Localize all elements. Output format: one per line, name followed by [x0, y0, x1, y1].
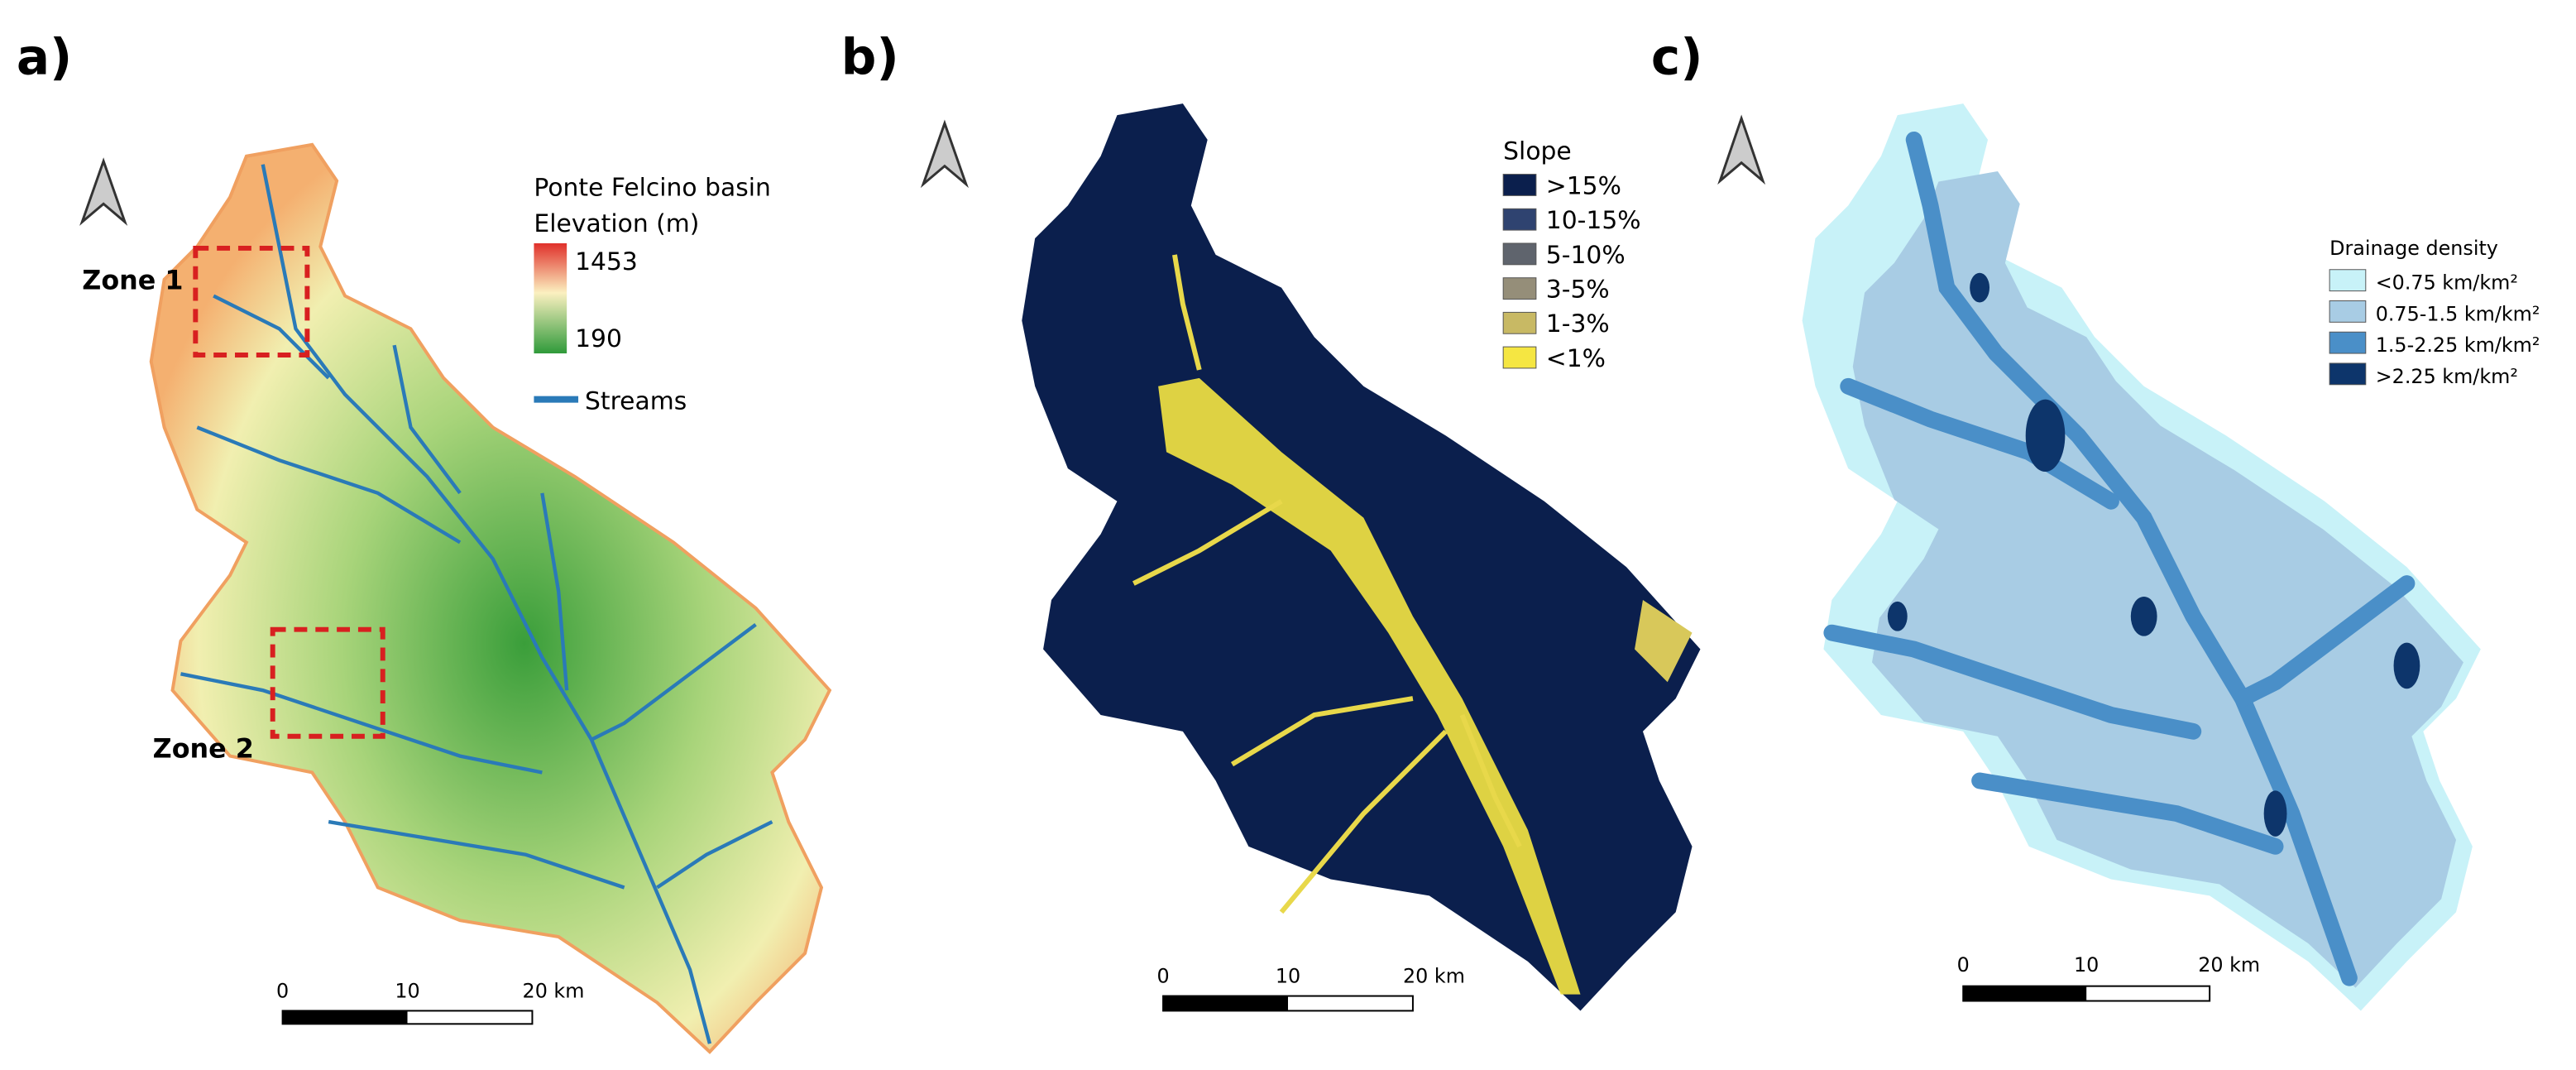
legend-label: >2.25 km/km² [2376, 365, 2518, 388]
valley [1158, 377, 1581, 995]
zone-box [193, 245, 310, 358]
panel-b: b) Slope >15% 10-15% 5-10% 3-5% 1-3% <1% 0 10… [841, 29, 1701, 1012]
scale-bar: 0 10 20 km [1957, 953, 2260, 1002]
scale-label: 0 [1156, 965, 1169, 988]
legend-label: <1% [1546, 344, 1606, 373]
legend-swatch [2329, 362, 2367, 386]
valley-branches [1132, 254, 1522, 914]
legend-max: 1453 [575, 247, 638, 276]
legend-label: 1.5-2.25 km/km² [2376, 333, 2540, 357]
panel-label: c) [1651, 29, 1703, 86]
scale-label: 10 [395, 980, 419, 1003]
scale-label: 20 km [1403, 965, 1465, 988]
legend-label: 3-5% [1546, 276, 1610, 305]
legend-swatch [1502, 208, 1537, 231]
legend: >15% 10-15% 5-10% 3-5% 1-3% <1% [1502, 171, 1641, 373]
elevation-map [149, 142, 831, 1054]
legend: <0.75 km/km² 0.75-1.5 km/km² 1.5-2.25 km/k… [2329, 269, 2540, 388]
legend-swatch [2329, 331, 2367, 354]
legend-subtitle: Elevation (m) [534, 209, 699, 238]
panel-label: a) [17, 29, 72, 86]
scale-label: 0 [276, 980, 289, 1003]
scale-label: 10 [1276, 965, 1300, 988]
scale-label: 20 km [523, 980, 585, 1003]
legend-swatch [1502, 311, 1537, 334]
zone-box [270, 626, 385, 739]
legend-label: <0.75 km/km² [2376, 271, 2518, 295]
legend-label: 10-15% [1546, 206, 1641, 235]
legend-label: 1-3% [1546, 309, 1610, 338]
zone-label: Zone 1 [82, 266, 183, 296]
scale-label: 0 [1957, 953, 1970, 976]
panel-label: b) [841, 29, 899, 86]
legend-swatch [2329, 300, 2367, 323]
legend-title: Slope [1503, 137, 1572, 166]
legend-swatch [1502, 242, 1537, 266]
legend-swatch [1502, 277, 1537, 300]
legend-min: 190 [575, 324, 622, 353]
streams [180, 164, 773, 1044]
legend-title: Ponte Felcino basin [534, 173, 770, 202]
north-arrow [79, 157, 128, 226]
scale-label: 10 [2074, 953, 2099, 976]
legend-label: 0.75-1.5 km/km² [2376, 302, 2540, 325]
panel-c: c) Drainage density <0.75 km/km² 0.75-1.5… [1651, 29, 2540, 1011]
panel-a: a) Zone 1 Zone 2 Ponte Felcino basin Ele… [17, 29, 831, 1054]
legend-swatch [2329, 269, 2367, 292]
legend-label: 5-10% [1546, 241, 1626, 270]
density-max [1887, 272, 2420, 837]
elevation-bar [534, 242, 567, 354]
legend-swatch [1502, 346, 1537, 369]
density-high [1823, 131, 2416, 986]
zone-label: Zone 2 [153, 735, 254, 765]
scale-bar: 0 10 20 km [276, 980, 585, 1025]
scale-label: 20 km [2198, 953, 2260, 976]
legend-swatch [1502, 174, 1537, 196]
scale-bar: 0 10 20 km [1156, 965, 1465, 1012]
legend-streams: Streams [585, 387, 687, 416]
north-arrow [1717, 114, 1766, 185]
legend-label: >15% [1546, 171, 1621, 200]
legend-title: Drainage density [2329, 237, 2498, 260]
north-arrow [920, 119, 969, 189]
